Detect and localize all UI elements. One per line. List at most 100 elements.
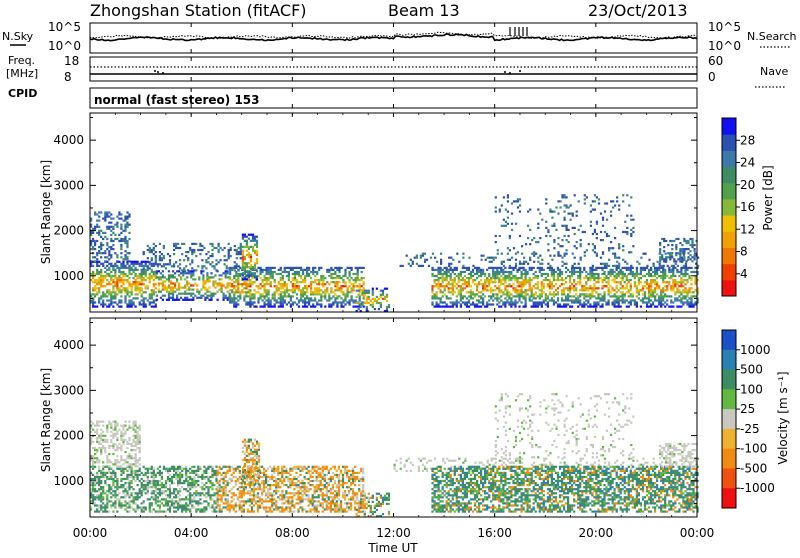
heatmap-cell (324, 295, 326, 297)
heatmap-cell (122, 287, 124, 289)
heatmap-cell (143, 301, 145, 303)
heatmap-cell (658, 303, 660, 305)
heatmap-cell (120, 484, 122, 486)
heatmap-cell (294, 287, 296, 289)
heatmap-cell (384, 298, 386, 300)
heatmap-cell (545, 303, 547, 305)
heatmap-cell (603, 285, 605, 287)
heatmap-cell (500, 275, 502, 277)
heatmap-cell (570, 219, 572, 221)
heatmap-cell (153, 470, 155, 472)
heatmap-cell (168, 284, 170, 286)
heatmap-cell (282, 271, 284, 273)
heatmap-cell (334, 293, 336, 295)
heatmap-cell (215, 511, 217, 513)
heatmap-cell (519, 263, 521, 265)
heatmap-cell (640, 281, 642, 283)
heatmap-cell (608, 289, 610, 291)
heatmap-cell (448, 265, 450, 267)
heatmap-cell (151, 480, 153, 482)
heatmap-cell (364, 292, 366, 294)
heatmap-cell (618, 306, 620, 308)
heatmap-cell (553, 223, 555, 225)
heatmap-cell (149, 502, 151, 504)
heatmap-cell (92, 240, 94, 242)
heatmap-cell (551, 283, 553, 285)
heatmap-cell (137, 287, 139, 289)
heatmap-cell (662, 281, 664, 283)
heatmap-cell (102, 486, 104, 488)
heatmap-cell (290, 289, 292, 291)
heatmap-cell (434, 295, 436, 297)
heatmap-cell (683, 240, 685, 242)
heatmap-cell (658, 295, 660, 297)
heatmap-cell (161, 484, 163, 486)
heatmap-cell (120, 486, 122, 488)
heatmap-cell (557, 287, 559, 289)
heatmap-cell (147, 472, 149, 474)
heatmap-cell (114, 273, 116, 275)
heatmap-cell (249, 306, 251, 308)
heatmap-cell (209, 466, 211, 468)
heatmap-cell (388, 306, 390, 308)
heatmap-cell (516, 293, 518, 295)
heatmap-cell (695, 281, 697, 283)
heatmap-cell (96, 265, 98, 267)
heatmap-cell (252, 268, 254, 270)
heatmap-cell (213, 484, 215, 486)
heatmap-cell (512, 295, 514, 297)
heatmap-cell (248, 270, 250, 272)
heatmap-cell (344, 295, 346, 297)
heatmap-cell (486, 279, 488, 281)
heatmap-cell (638, 283, 640, 285)
heatmap-cell (561, 291, 563, 293)
heatmap-cell (218, 245, 220, 247)
heatmap-cell (161, 474, 163, 476)
heatmap-cell (169, 506, 171, 508)
cpid-label: CPID (8, 87, 37, 100)
heatmap-cell (248, 276, 250, 278)
heatmap-cell (434, 269, 436, 271)
heatmap-cell (141, 472, 143, 474)
heatmap-cell (226, 259, 228, 261)
heatmap-cell (650, 291, 652, 293)
heatmap-cell (151, 490, 153, 492)
heatmap-cell (676, 291, 678, 293)
heatmap-cell (102, 291, 104, 293)
heatmap-cell (294, 271, 296, 273)
heatmap-cell (547, 301, 549, 303)
heatmap-cell (98, 498, 100, 500)
heatmap-cell (650, 273, 652, 275)
heatmap-cell (584, 231, 586, 233)
heatmap-cell (683, 256, 685, 258)
heatmap-cell (141, 486, 143, 488)
heatmap-cell (104, 504, 106, 506)
heatmap-cell (547, 297, 549, 299)
heatmap-cell (223, 295, 225, 297)
heatmap-cell (198, 291, 200, 293)
heatmap-cell (159, 466, 161, 468)
heatmap-cell (195, 511, 197, 513)
heatmap-cell (616, 299, 618, 301)
heatmap-cell (126, 306, 128, 308)
heatmap-cell (678, 295, 680, 297)
noise-left-top-label: 10^5 (48, 20, 81, 34)
heatmap-cell (124, 236, 126, 238)
heatmap-cell (622, 277, 624, 279)
heatmap-cell (96, 457, 98, 459)
heatmap-cell (177, 482, 179, 484)
heatmap-cell (112, 248, 114, 250)
heatmap-cell (217, 284, 219, 286)
heatmap-cell (98, 468, 100, 470)
heatmap-cell (207, 490, 209, 492)
heatmap-cell (692, 303, 694, 305)
heatmap-cell (545, 295, 547, 297)
heatmap-cell (256, 262, 258, 264)
heatmap-cell (476, 285, 478, 287)
heatmap-cell (672, 275, 674, 277)
heatmap-cell (104, 285, 106, 287)
heatmap-cell (181, 486, 183, 488)
heatmap-cell (155, 482, 157, 484)
heatmap-cell (481, 259, 483, 261)
heatmap-cell (659, 258, 661, 260)
